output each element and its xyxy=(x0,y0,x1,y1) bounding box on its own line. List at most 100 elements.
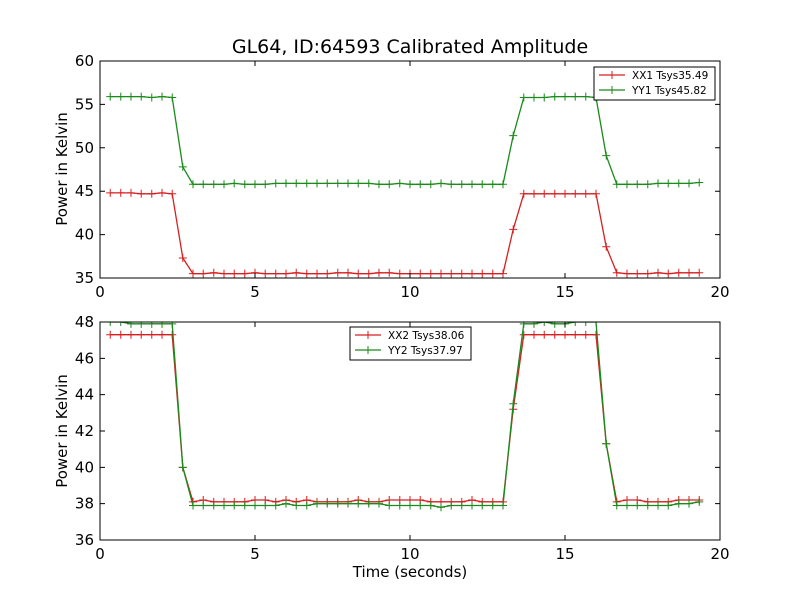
chart1-series-2-point xyxy=(271,179,280,188)
chart1-ytick-label: 35 xyxy=(75,269,94,287)
chart1-series-2-point xyxy=(581,92,590,101)
chart1-series-1-point xyxy=(695,268,704,277)
chart2-series-1-point xyxy=(147,330,156,339)
chart1-series-2-point xyxy=(550,92,559,101)
chart1-series-1-point xyxy=(354,269,363,278)
chart1-legend-label-2: YY1 Tsys45.82 xyxy=(631,85,707,97)
chart2-plot-area: 0 5 10 15 20 36 38 40 42 44 46 48 xyxy=(75,313,730,563)
chart2-series-2-point xyxy=(344,499,352,508)
chart1-series-2-point xyxy=(447,180,456,189)
chart2-series-2 xyxy=(106,322,704,512)
chart1-xtick-label: 15 xyxy=(555,283,574,301)
chart1-series-1-point xyxy=(581,189,590,198)
chart2-series-2-point xyxy=(127,322,135,328)
chart1-series-1 xyxy=(106,188,704,278)
chart2-series-2-point xyxy=(685,499,693,508)
chart1-series-1-point xyxy=(612,268,621,277)
chart1-series-2 xyxy=(106,92,704,189)
chart1-series-1-point xyxy=(488,269,497,278)
chart2-legend-label-2: YY2 Tsys37.97 xyxy=(387,345,463,357)
chart2-series-2-point xyxy=(478,501,487,510)
chart2-series-1-point xyxy=(106,330,115,339)
chart1-series-2-point xyxy=(147,93,156,102)
chart1-ytick-label: 55 xyxy=(75,95,94,113)
chart1-series-1-point xyxy=(561,189,569,198)
chart1-series-2-point xyxy=(158,92,166,101)
chart2-series-2-point xyxy=(643,501,652,510)
chart2-ytick-label: 44 xyxy=(75,386,94,404)
chart1-series-2-point xyxy=(199,180,208,189)
chart2-xtick-label: 10 xyxy=(400,545,419,563)
chart2-xtick-label: 15 xyxy=(555,545,574,563)
chart1-series-1-point xyxy=(240,269,249,278)
chart1-series-2-point xyxy=(240,180,249,189)
chart1-series-1-point xyxy=(199,269,208,278)
chart2-series-2-point xyxy=(499,501,507,510)
chart2-series-2-point xyxy=(416,501,425,510)
chart1-series-2-point xyxy=(509,131,518,140)
chart1-series-2-point xyxy=(540,93,549,102)
chart1-series-1-point xyxy=(685,268,693,277)
chart1-series-2-point xyxy=(333,179,342,188)
chart1-series-1-point xyxy=(664,269,673,278)
chart2-series-2-point xyxy=(158,322,166,328)
chart1-series-2-point xyxy=(230,179,239,188)
chart2-ytick-label: 42 xyxy=(75,422,94,440)
chart1-series-2-point xyxy=(323,179,332,188)
chart2-series-2-point xyxy=(220,501,228,510)
chart2-xtick-label: 0 xyxy=(95,545,105,563)
chart1-legend-box xyxy=(593,66,716,101)
chart1-series-2-point xyxy=(478,180,487,189)
chart2-legend-marker-2 xyxy=(364,346,372,354)
chart2-series-2-point xyxy=(189,501,197,510)
chart2-series-2-point xyxy=(654,501,662,510)
chart2-series-2-point xyxy=(406,501,414,510)
chart1-series-2-point xyxy=(116,92,125,101)
chart1-series-2-point xyxy=(354,179,363,188)
chart1-series-2-point xyxy=(654,179,662,188)
chart1-series-1-point xyxy=(116,188,125,197)
chart2-series-2-point xyxy=(385,501,394,510)
chart1-series-1-point xyxy=(313,269,321,278)
chart1-series-1-point xyxy=(643,269,652,278)
chart2-series-1-point xyxy=(530,330,538,339)
chart1-series-2-point xyxy=(344,179,352,188)
chart1-series-1-point xyxy=(540,189,549,198)
chart1-series-2-point xyxy=(519,93,528,102)
chart2-series-2-point xyxy=(664,501,673,510)
chart1-series-1-point xyxy=(571,189,580,198)
chart2-series-2-point xyxy=(426,501,435,510)
chart1-series-2-point xyxy=(292,179,301,188)
chart1-series-1-point xyxy=(395,269,404,278)
chart2-series-1-point xyxy=(519,330,528,339)
chart1-series-1-point xyxy=(292,268,301,277)
chart1-series-1-point xyxy=(478,269,487,278)
chart2-series-2-point xyxy=(364,499,373,508)
chart1-series-1-point xyxy=(344,268,352,277)
chart1-series-1-point xyxy=(271,269,280,278)
chart1-series-1-point xyxy=(519,189,528,198)
chart1-series-1-point xyxy=(499,269,507,278)
chart1-series-1-point xyxy=(302,269,311,278)
chart2-series-2-point xyxy=(147,322,156,328)
chart2-ytick-label: 46 xyxy=(75,349,94,367)
chart1-series-1-point xyxy=(209,268,218,277)
chart1-series-2-point xyxy=(457,180,466,189)
chart2-series-2-point xyxy=(530,322,538,328)
chart1-series-2-line xyxy=(110,95,700,185)
chart2-legend-box xyxy=(349,326,472,361)
chart1-series-2-point xyxy=(385,180,394,189)
chart1-series-1-point xyxy=(468,269,476,278)
chart2-series-2-point xyxy=(313,499,321,508)
chart2-series-2-point xyxy=(354,499,363,508)
chart2-series-2-point xyxy=(323,499,332,508)
chart1-series-1-point xyxy=(602,242,611,251)
chart1-series-1-point xyxy=(147,189,156,198)
chart2-legend-label-1: XX2 Tsys38.06 xyxy=(388,330,465,342)
chart2-series-2-point xyxy=(592,322,600,326)
chart1-series-2-point xyxy=(426,180,435,189)
chart2-ytick-label: 48 xyxy=(75,313,94,331)
chart1-series-2-point xyxy=(623,180,631,189)
chart1-legend-label-1: XX1 Tsys35.49 xyxy=(632,70,708,82)
chart2-series-2-point xyxy=(137,322,146,328)
